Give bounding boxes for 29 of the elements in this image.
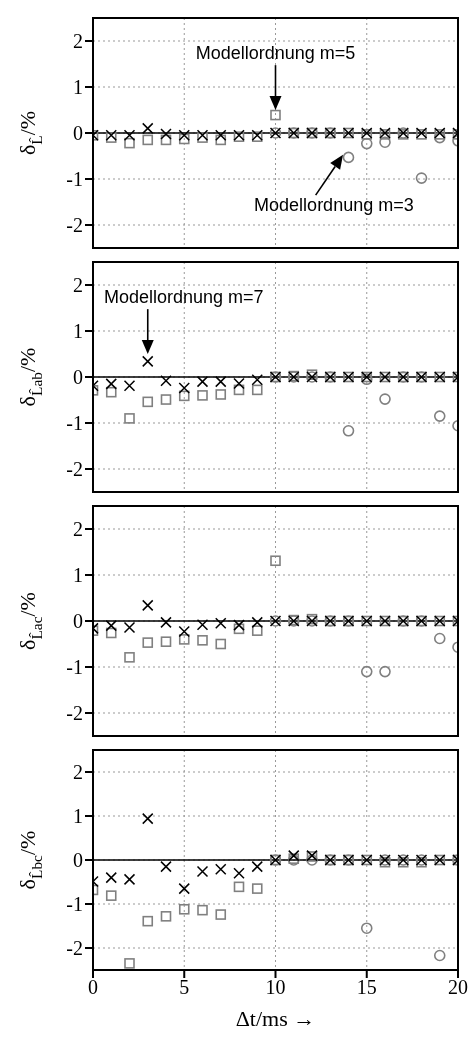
y-tick-label: 0 [73,122,83,145]
y-tick-label: 2 [73,274,83,297]
annotation: Modellordnung m=3 [254,195,414,216]
y-tick-label: -2 [66,702,83,725]
y-tick-label: -1 [66,656,83,679]
y-tick-label: 2 [73,761,83,784]
y-tick-label: 2 [73,30,83,53]
y-tick-label: 1 [73,805,83,828]
y-tick-label: 0 [73,366,83,389]
y-tick-label: 2 [73,518,83,541]
y-tick-label: -1 [66,412,83,435]
x-tick-label: 20 [448,976,468,999]
x-tick-label: 10 [265,976,286,999]
y-tick-label: -2 [66,937,83,960]
y-tick-label: -1 [66,893,83,916]
y-tick-label: -2 [66,458,83,481]
y-tick-label: 1 [73,564,83,587]
annotation: Modellordnung m=7 [103,287,264,308]
x-tick-label: 15 [356,976,377,999]
y-tick-label: 1 [73,320,83,343]
y-tick-label: 0 [73,610,83,633]
y-tick-label: 0 [73,849,83,872]
x-tick-label: 5 [179,976,190,999]
x-tick-label: 0 [88,976,98,999]
y-tick-label: -2 [66,214,83,237]
y-tick-label: 1 [73,76,83,99]
x-axis-title: Δt/ms → [235,1006,316,1031]
annotation: Modellordnung m=5 [195,43,356,64]
y-tick-label: -1 [66,168,83,191]
